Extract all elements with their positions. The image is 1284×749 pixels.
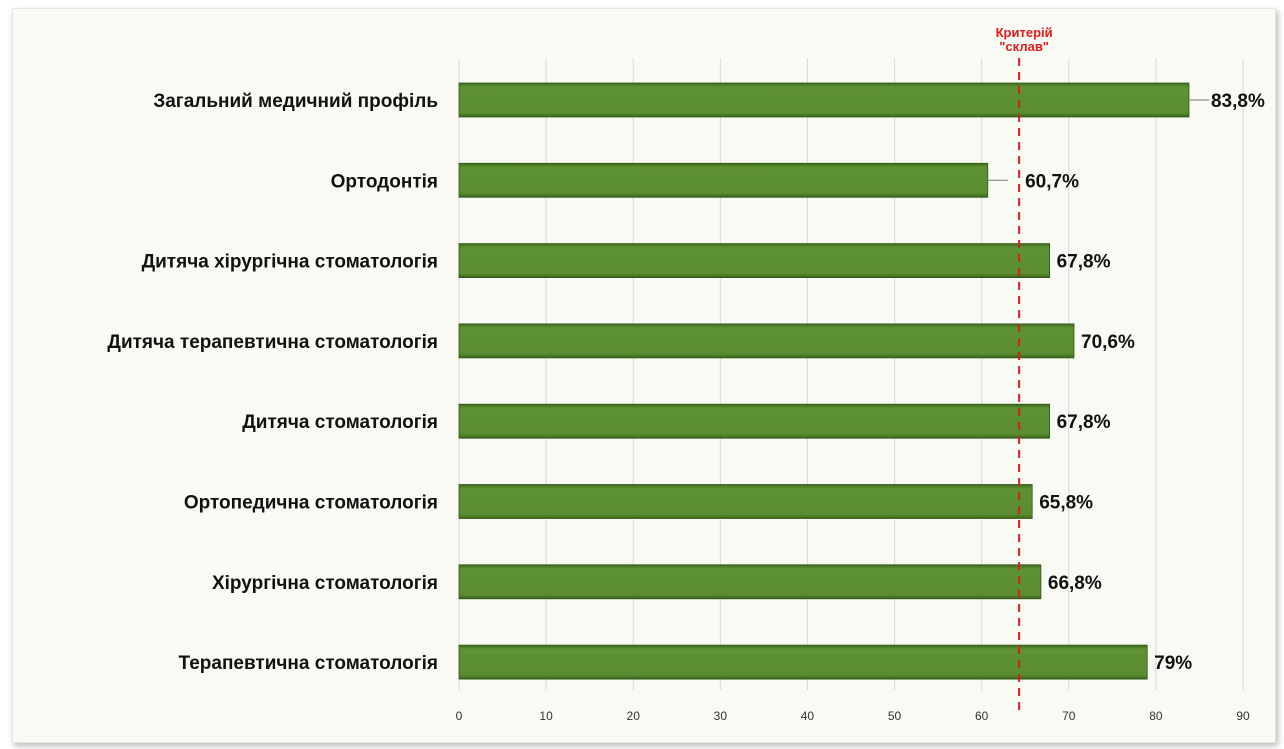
x-tick-label: 0 — [456, 709, 463, 723]
x-tick-label: 50 — [888, 709, 902, 723]
bar — [458, 243, 1051, 279]
labels-group: Загальний медичний профіль 83,8% Ортодонті… — [107, 91, 1265, 674]
value-label: 67,8% — [1057, 412, 1111, 433]
bar — [458, 323, 1075, 359]
x-tick-label: 20 — [627, 709, 641, 723]
bar — [458, 484, 1033, 519]
value-label: 67,8% — [1057, 252, 1111, 273]
category-label: Ортодонтія — [331, 171, 438, 192]
x-tick-label: 60 — [975, 709, 989, 723]
bar — [458, 403, 1051, 439]
category-label: Терапевтична стоматологія — [179, 653, 438, 674]
category-label: Дитяча терапевтична стоматологія — [107, 332, 438, 353]
value-label: 66,8% — [1048, 573, 1102, 594]
x-tick-label: 10 — [539, 709, 553, 723]
bar — [458, 644, 1148, 680]
criterion-label: Критерій — [996, 25, 1053, 40]
category-label: Дитяча стоматологія — [242, 412, 438, 433]
value-label: 60,7% — [1025, 171, 1079, 192]
category-label: Хірургічна стоматологія — [212, 573, 438, 594]
x-axis-ticks: 0 10 20 30 40 50 60 70 80 90 — [456, 709, 1250, 723]
value-label: 65,8% — [1039, 493, 1093, 514]
x-tick-label: 40 — [801, 709, 815, 723]
category-label: Загальний медичний профіль — [153, 91, 438, 112]
x-tick-label: 80 — [1149, 709, 1163, 723]
bars-group — [458, 82, 1190, 680]
reference-line-group: Критерій"склав" — [996, 25, 1053, 712]
bar — [458, 162, 989, 198]
value-label: 70,6% — [1081, 332, 1135, 353]
category-label: Дитяча хірургічна стоматологія — [142, 252, 438, 273]
bar — [458, 82, 1190, 118]
bar — [458, 564, 1042, 600]
chart-card — [12, 8, 1276, 743]
x-tick-label: 30 — [714, 709, 728, 723]
category-label: Ортопедична стоматологія — [184, 493, 438, 514]
value-label: 79% — [1154, 653, 1192, 674]
criterion-label: "склав" — [999, 39, 1049, 54]
x-tick-label: 90 — [1236, 709, 1250, 723]
x-tick-label: 70 — [1062, 709, 1076, 723]
value-label: 83,8% — [1211, 91, 1265, 112]
